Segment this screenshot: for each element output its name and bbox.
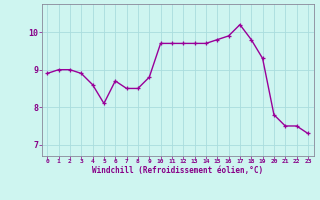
- X-axis label: Windchill (Refroidissement éolien,°C): Windchill (Refroidissement éolien,°C): [92, 166, 263, 175]
